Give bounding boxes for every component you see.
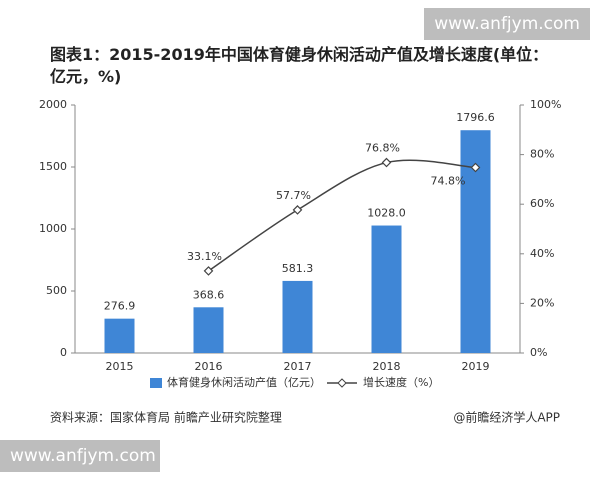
data-label: 33.1% [187, 250, 222, 263]
y2-tick-label: 0% [530, 346, 547, 359]
legend-label: 体育健身休闲活动产值（亿元） [167, 375, 321, 389]
legend-swatch [150, 378, 162, 388]
line-marker [203, 266, 214, 276]
data-label: 368.6 [193, 288, 225, 301]
y2-tick-label: 60% [530, 197, 554, 210]
watermark: www.anfjym.com [0, 440, 160, 472]
x-tick-label: 2016 [195, 360, 223, 373]
bar [282, 280, 313, 353]
data-label: 581.3 [282, 262, 314, 275]
y2-tick-label: 100% [530, 98, 561, 111]
legend-marker [337, 378, 347, 388]
line-marker [292, 205, 303, 215]
credit: @前瞻经济学人APP [453, 410, 560, 425]
x-tick-label: 2018 [373, 360, 401, 373]
bar [104, 318, 135, 353]
data-label: 57.7% [276, 189, 311, 202]
line [208, 159, 476, 272]
data-label: 276.9 [104, 300, 136, 313]
y-tick-label: 1000 [39, 222, 67, 235]
x-tick-label: 2015 [106, 360, 134, 373]
y-tick-label: 500 [46, 284, 67, 297]
y-tick-label: 0 [60, 346, 67, 359]
data-label: 76.8% [365, 142, 400, 155]
data-label: 1028.0 [367, 207, 406, 220]
line-marker [470, 162, 481, 173]
source: 资料来源：国家体育局 前瞻产业研究院整理 [50, 410, 282, 425]
data-label: 1796.6 [456, 111, 495, 124]
y-tick-label: 2000 [39, 98, 67, 111]
bar [193, 307, 224, 353]
bar [371, 225, 402, 353]
y2-tick-label: 80% [530, 148, 554, 161]
watermark: www.anfjym.com [424, 8, 590, 40]
data-label: 74.8% [431, 174, 466, 187]
chart-title: 图表1：2015-2019年中国体育健身休闲活动产值及增长速度(单位：亿元，%) [50, 45, 549, 86]
y2-tick-label: 20% [530, 296, 554, 309]
line-marker [381, 157, 392, 168]
y-tick-label: 1500 [39, 160, 67, 173]
x-tick-label: 2017 [284, 360, 312, 373]
y2-tick-label: 40% [530, 247, 554, 260]
legend-label: 增长速度（%） [363, 375, 439, 389]
x-tick-label: 2019 [462, 360, 490, 373]
